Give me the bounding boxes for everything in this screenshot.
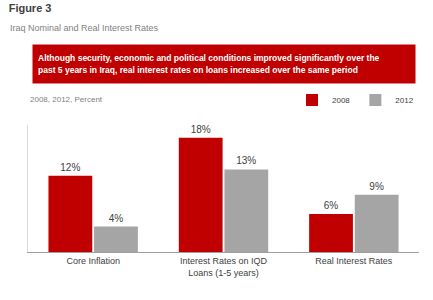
svg-text:Core Inflation: Core Inflation [66, 256, 120, 266]
svg-text:2008, 2012, Percent: 2008, 2012, Percent [30, 95, 103, 104]
svg-text:2012: 2012 [395, 96, 413, 105]
svg-text:Interest Rates on IQDLoans (1-: Interest Rates on IQDLoans (1-5 years) [180, 256, 268, 278]
svg-text:2008: 2008 [332, 96, 350, 105]
svg-text:12%: 12% [60, 162, 80, 173]
svg-text:Real Interest Rates: Real Interest Rates [315, 256, 393, 266]
svg-text:13%: 13% [236, 155, 256, 166]
svg-text:9%: 9% [369, 181, 384, 192]
svg-text:Figure 3: Figure 3 [9, 2, 52, 14]
svg-text:18%: 18% [191, 124, 211, 135]
svg-text:Although security, economic an: Although security, economic and politica… [38, 53, 380, 74]
svg-text:Iraq Nominal and Real Interest: Iraq Nominal and Real Interest Rates [10, 23, 159, 33]
svg-text:4%: 4% [109, 213, 124, 224]
svg-text:6%: 6% [324, 200, 339, 211]
